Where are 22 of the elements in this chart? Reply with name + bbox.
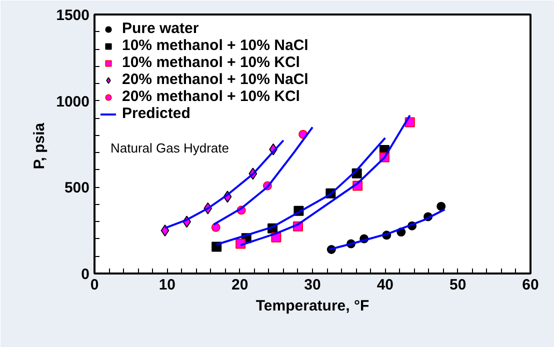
legend-label: Pure water xyxy=(122,20,199,37)
x-tick-label: 30 xyxy=(304,276,321,294)
y-tick-label: 1500 xyxy=(56,7,90,24)
legend-label: 20% methanol + 10% KCl xyxy=(122,88,300,105)
point xyxy=(211,222,220,232)
point xyxy=(436,202,446,211)
x-tick-label: 60 xyxy=(522,276,539,294)
x-tick-label: 20 xyxy=(231,276,248,294)
point xyxy=(160,224,170,237)
y-tick-label: 1000 xyxy=(56,93,90,110)
legend-label: Predicted xyxy=(122,105,190,122)
x-tick-label: 50 xyxy=(449,276,466,294)
legend-label: 10% methanol + 10% KCl xyxy=(122,54,300,71)
x-axis-title: Temperature, °F xyxy=(256,298,370,314)
y-tick-label: 0 xyxy=(81,266,90,283)
y-axis-title: P, psia xyxy=(31,122,48,170)
legend-label: 10% methanol + 10% NaCl xyxy=(122,37,308,54)
y-tick-label: 500 xyxy=(64,180,90,197)
x-tick-label: 10 xyxy=(158,276,176,294)
x-tick-label: 40 xyxy=(376,276,394,294)
legend-label: 20% methanol + 10% NaCl xyxy=(122,71,308,88)
annotation: Natural Gas Hydrate xyxy=(110,140,229,156)
